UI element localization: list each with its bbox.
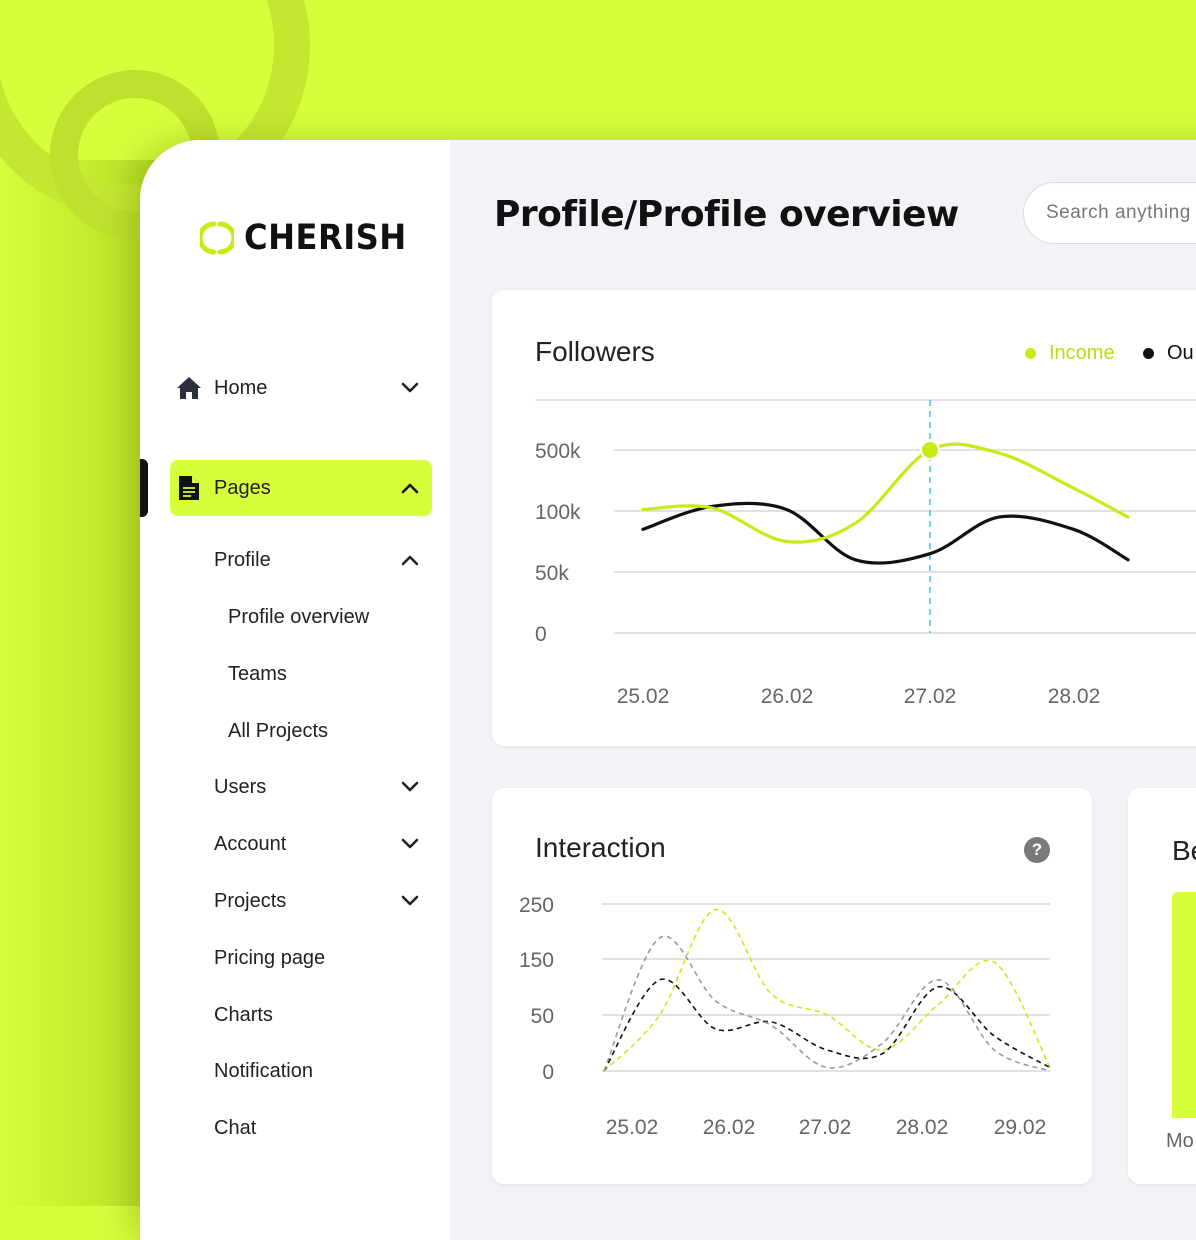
- series-line-2: [603, 978, 1051, 1072]
- sidebar-item-notification[interactable]: Notification: [214, 1051, 313, 1091]
- sidebar-item-label: Pages: [214, 476, 271, 499]
- sidebar-item-label: Notification: [214, 1059, 313, 1082]
- sidebar-item-users[interactable]: Users: [214, 767, 432, 807]
- sidebar-item-label: Teams: [228, 662, 287, 685]
- sidebar-item-pricing-page[interactable]: Pricing page: [214, 938, 325, 978]
- x-tick-label: 26.02: [761, 685, 814, 708]
- y-tick-label: 500k: [535, 440, 581, 463]
- sidebar-item-label: All Projects: [228, 719, 329, 742]
- sidebar-item-label: Users: [214, 775, 267, 798]
- sidebar-item-label: Charts: [214, 1003, 273, 1026]
- sidebar-item-label: Home: [214, 376, 268, 399]
- legend-label: Ou: [1167, 342, 1194, 364]
- chevron-down-icon[interactable]: [398, 832, 422, 856]
- app-window: CHERISH Home Pages Profile Profile overv…: [140, 140, 1196, 1240]
- sidebar-item-charts[interactable]: Charts: [214, 995, 273, 1035]
- page-title: Profile/Profile overview: [494, 194, 959, 235]
- x-tick-label: 25.02: [617, 685, 670, 708]
- sidebar-item-pages[interactable]: Pages: [170, 460, 432, 516]
- y-tick-label: 50: [531, 1005, 554, 1028]
- sidebar-item-label: Profile overview: [228, 605, 370, 628]
- chevron-down-icon[interactable]: [398, 889, 422, 913]
- sidebar-item-label: Chat: [214, 1116, 257, 1139]
- sidebar-item-label: Pricing page: [214, 946, 326, 969]
- y-tick-label: 0: [535, 623, 547, 646]
- partial-card: Be Mo: [1128, 788, 1196, 1184]
- help-icon[interactable]: ?: [1024, 837, 1050, 863]
- home-icon: [176, 375, 202, 401]
- active-indicator: [140, 459, 148, 517]
- sidebar-item-profile-overview[interactable]: Profile overview: [228, 597, 369, 637]
- x-tick-label: 27.02: [904, 685, 957, 708]
- sidebar-item-chat[interactable]: Chat: [214, 1108, 256, 1148]
- sidebar-item-label: Profile: [214, 548, 271, 571]
- background-shade: [0, 160, 160, 1206]
- sidebar-item-profile[interactable]: Profile: [214, 540, 432, 580]
- series-line-income: [641, 442, 1130, 544]
- chevron-up-icon[interactable]: [398, 548, 422, 572]
- sidebar-item-label: Projects: [214, 889, 287, 912]
- interaction-chart: 250 150 50 0 25.02 26.02 27.02 28.02 29.02: [519, 894, 1051, 1139]
- sidebar-item-all-projects[interactable]: All Projects: [228, 711, 328, 751]
- legend-dot: [1143, 348, 1154, 359]
- search-bar[interactable]: [1023, 182, 1196, 244]
- sidebar: CHERISH Home Pages Profile Profile overv…: [140, 140, 450, 1240]
- sidebar-item-teams[interactable]: Teams: [228, 654, 287, 694]
- sidebar-item-label: Account: [214, 832, 287, 855]
- interaction-title: Interaction: [535, 832, 666, 863]
- partial-card-label: Mo: [1166, 1130, 1194, 1152]
- y-tick-label: 50k: [535, 562, 569, 585]
- sidebar-item-home[interactable]: Home: [170, 360, 432, 416]
- chevron-down-icon[interactable]: [398, 775, 422, 799]
- legend-income[interactable]: Income: [1025, 342, 1115, 365]
- chevron-up-icon[interactable]: [398, 476, 422, 500]
- brand-name: CHERISH: [244, 218, 407, 258]
- sidebar-item-account[interactable]: Account: [214, 824, 432, 864]
- legend-outcome[interactable]: Ou: [1143, 342, 1194, 365]
- sidebar-item-projects[interactable]: Projects: [214, 881, 432, 921]
- y-tick-label: 250: [519, 894, 554, 917]
- main-content: Profile/Profile overview Followers Incom…: [450, 140, 1196, 1240]
- series-line-1: [603, 908, 1051, 1072]
- followers-title: Followers: [535, 336, 655, 367]
- y-tick-label: 0: [542, 1061, 554, 1084]
- y-tick-label: 100k: [535, 501, 581, 524]
- chevron-down-icon[interactable]: [398, 376, 422, 400]
- interaction-card: Interaction ? 250 150 50 0 25.02 26.02 27.02 28…: [492, 788, 1092, 1184]
- document-icon: [176, 475, 202, 501]
- x-tick-label: 29.02: [994, 1116, 1047, 1139]
- x-tick-label: 28.02: [1048, 685, 1101, 708]
- legend-label: Income: [1049, 342, 1115, 364]
- logo[interactable]: CHERISH: [200, 218, 421, 258]
- legend-dot: [1025, 348, 1036, 359]
- x-tick-label: 27.02: [799, 1116, 852, 1139]
- x-tick-label: 28.02: [896, 1116, 949, 1139]
- x-tick-label: 26.02: [703, 1116, 756, 1139]
- partial-card-title: Be: [1172, 835, 1196, 866]
- followers-card: Followers Income Ou 500k 100k 50k 0 25.02 26.…: [492, 290, 1196, 746]
- x-tick-label: 25.02: [606, 1116, 659, 1139]
- series-line-3: [603, 935, 1051, 1072]
- highlight-point: [920, 440, 940, 460]
- logo-icon: [200, 221, 234, 255]
- series-line-ou: [641, 501, 1130, 565]
- bar-preview: [1172, 892, 1196, 1118]
- search-input[interactable]: [1044, 201, 1196, 225]
- y-tick-label: 150: [519, 949, 554, 972]
